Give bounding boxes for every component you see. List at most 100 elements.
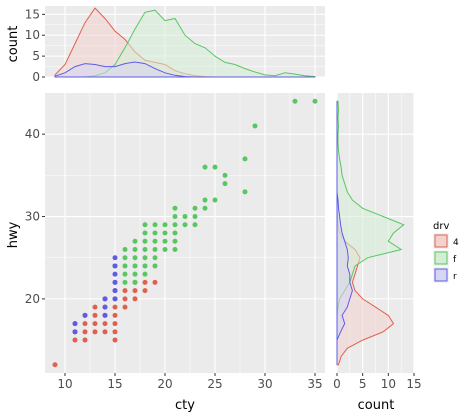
right-density-r	[336, 101, 353, 365]
scatter-point-f	[192, 214, 198, 220]
scatter-point-4	[112, 321, 118, 327]
scatter-point-f	[132, 271, 138, 277]
scatter-point-4	[142, 279, 148, 285]
scatter-point-r	[112, 279, 118, 285]
scatter-point-f	[122, 246, 128, 252]
scatter-point-f	[182, 214, 188, 220]
scatter-point-4	[102, 321, 108, 327]
scatter-point-4	[112, 312, 118, 318]
legend-key-r	[434, 268, 448, 282]
scatter-point-f	[122, 263, 128, 269]
scatter-point-f	[152, 246, 158, 252]
x-axis-title: cty	[175, 398, 195, 413]
right-density-panel: 0 5 10 15	[333, 93, 422, 391]
scatter-point-f	[172, 230, 178, 236]
scatter-point-4	[112, 304, 118, 310]
scatter-point-f	[242, 189, 248, 195]
x-tick-label: 25	[207, 377, 222, 391]
legend-label-f: f	[453, 255, 457, 265]
top-y-tick-label: 15	[25, 7, 40, 21]
scatter-point-f	[182, 222, 188, 228]
scatter-point-f	[212, 164, 218, 170]
scatter-point-r	[112, 271, 118, 277]
right-x-tick-label: 0	[333, 377, 341, 391]
scatter-point-f	[142, 238, 148, 244]
scatter-point-f	[292, 98, 298, 104]
scatter-point-f	[172, 205, 178, 211]
scatter-point-f	[222, 181, 228, 187]
legend: drv 4 fr	[433, 221, 459, 283]
scatter-point-f	[142, 230, 148, 236]
scatter-point-f	[202, 164, 208, 170]
top-density-panel: 0 5 10 15	[25, 6, 325, 84]
scatter-point-4	[92, 312, 98, 318]
scatter-point-f	[122, 255, 128, 261]
scatter-point-r	[102, 296, 108, 302]
scatter-point-f	[142, 263, 148, 269]
scatter-point-f	[142, 246, 148, 252]
scatter-point-f	[162, 230, 168, 236]
top-y-tick-label: 0	[32, 70, 40, 84]
scatter-point-4	[112, 337, 118, 343]
y-tick-label: 20	[25, 292, 40, 306]
scatter-point-r	[102, 304, 108, 310]
scatter-point-f	[162, 238, 168, 244]
scatter-point-4	[92, 321, 98, 327]
scatter-point-f	[152, 238, 158, 244]
scatter-point-f	[132, 279, 138, 285]
scatter-point-r	[72, 321, 78, 327]
top-y-tick-label: 5	[32, 49, 40, 63]
scatter-point-f	[132, 246, 138, 252]
scatter-point-4	[92, 304, 98, 310]
scatter-point-f	[172, 214, 178, 220]
scatter-point-f	[162, 222, 168, 228]
scatter-point-f	[142, 222, 148, 228]
scatter-point-4	[92, 329, 98, 335]
scatter-point-f	[172, 238, 178, 244]
scatter-point-4	[82, 329, 88, 335]
scatter-point-r	[112, 296, 118, 302]
scatter-point-r	[102, 312, 108, 318]
scatter-point-4	[82, 337, 88, 343]
legend-label-4: 4	[453, 238, 459, 248]
scatter-point-f	[202, 197, 208, 203]
top-y-tick-label: 10	[25, 28, 40, 42]
scatter-point-4	[122, 304, 128, 310]
legend-title: drv	[433, 221, 449, 232]
y-axis-title: hwy	[6, 221, 21, 248]
right-x-tick-label: 10	[381, 377, 396, 391]
legend-label-r: r	[453, 272, 457, 282]
scatter-point-f	[172, 222, 178, 228]
scatter-point-f	[242, 156, 248, 162]
right-x-tick-label: 15	[406, 377, 421, 391]
x-tick-label: 20	[157, 377, 172, 391]
scatter-point-4	[72, 337, 78, 343]
scatter-point-f	[142, 271, 148, 277]
top-density-r	[54, 61, 315, 78]
scatter-point-4	[122, 288, 128, 294]
scatter-point-4	[122, 296, 128, 302]
scatter-point-4	[142, 288, 148, 294]
legend-key-4	[434, 234, 448, 248]
scatter-point-f	[122, 271, 128, 277]
x-tick-label: 10	[57, 377, 72, 391]
scatter-point-f	[212, 197, 218, 203]
scatter-point-f	[252, 123, 258, 129]
scatter-point-f	[202, 205, 208, 211]
x-tick-label: 30	[257, 377, 272, 391]
scatter-point-4	[82, 321, 88, 327]
scatter-point-4	[52, 362, 58, 368]
scatter-point-f	[312, 98, 318, 104]
right-x-tick-label: 5	[359, 377, 367, 391]
scatter-point-f	[152, 255, 158, 261]
x-tick-label: 35	[307, 377, 322, 391]
scatter-point-f	[152, 230, 158, 236]
right-x-axis-title: count	[358, 398, 395, 413]
scatter-panel: 10 15 20 25 30 35 20 30 40	[25, 93, 325, 391]
scatter-point-4	[132, 296, 138, 302]
scatter-point-4	[152, 279, 158, 285]
scatter-point-f	[132, 238, 138, 244]
scatter-point-r	[112, 255, 118, 261]
scatter-point-4	[112, 329, 118, 335]
